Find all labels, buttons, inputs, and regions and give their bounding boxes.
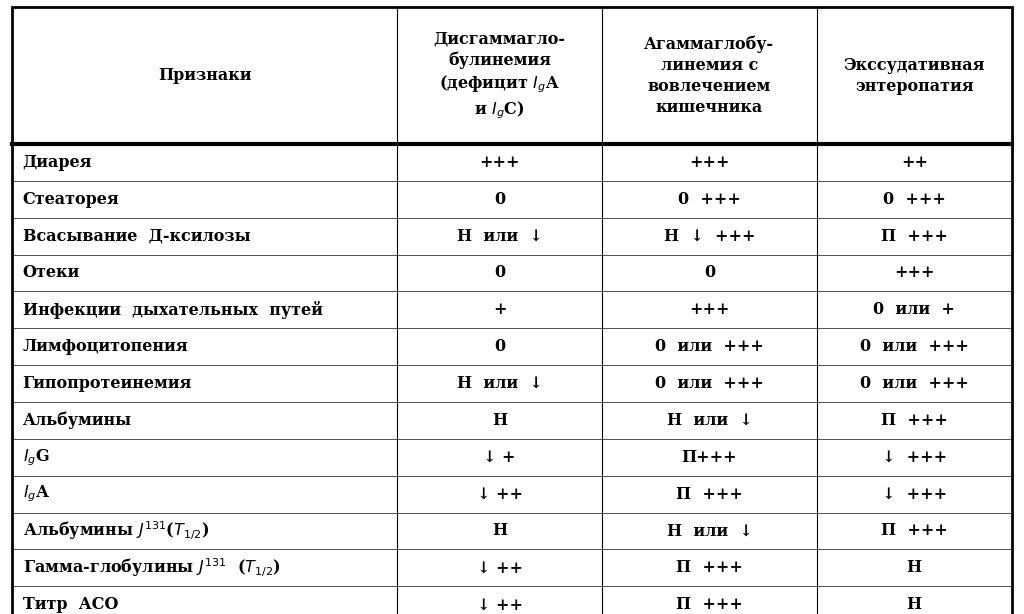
Text: ↓  +++: ↓ +++ — [882, 449, 947, 466]
Text: Стеаторея: Стеаторея — [23, 191, 119, 208]
Text: Признаки: Признаки — [158, 67, 252, 84]
Text: ↓  +++: ↓ +++ — [882, 486, 947, 503]
Text: 0  или  +++: 0 или +++ — [860, 375, 969, 392]
Text: Инфекции  дыхательных  путей: Инфекции дыхательных путей — [23, 301, 323, 319]
Text: Диарея: Диарея — [23, 154, 92, 171]
Text: Н: Н — [906, 596, 922, 613]
Text: +++: +++ — [894, 265, 935, 281]
Text: Альбумины: Альбумины — [23, 411, 132, 429]
Text: Н: Н — [492, 523, 507, 540]
Text: 0: 0 — [494, 338, 505, 356]
Text: +: + — [493, 301, 506, 318]
Text: 0: 0 — [494, 265, 505, 281]
Text: Гамма-глобулины $J^{131}$  ($T_{1/2}$): Гамма-глобулины $J^{131}$ ($T_{1/2}$) — [23, 556, 281, 579]
Text: Н  или  ↓: Н или ↓ — [667, 523, 753, 540]
Text: +++: +++ — [689, 154, 730, 171]
Text: Н  или  ↓: Н или ↓ — [457, 375, 543, 392]
Text: ++: ++ — [901, 154, 928, 171]
Text: Н  или  ↓: Н или ↓ — [457, 228, 543, 244]
Text: Н: Н — [906, 559, 922, 577]
Text: П  +++: П +++ — [881, 523, 947, 540]
Text: Отеки: Отеки — [23, 265, 80, 281]
Text: Гипопротеинемия: Гипопротеинемия — [23, 375, 191, 392]
Text: ↓ ++: ↓ ++ — [476, 596, 522, 613]
Text: 0  или  +++: 0 или +++ — [655, 338, 764, 356]
Text: Титр  АСО: Титр АСО — [23, 596, 118, 613]
Text: Н  или  ↓: Н или ↓ — [667, 412, 753, 429]
Text: 0  или  +: 0 или + — [873, 301, 955, 318]
Text: Н: Н — [492, 412, 507, 429]
Text: ↓ ++: ↓ ++ — [476, 559, 522, 577]
Text: Всасывание  Д-ксилозы: Всасывание Д-ксилозы — [23, 228, 250, 244]
Text: ↓ ++: ↓ ++ — [476, 486, 522, 503]
Text: 0: 0 — [494, 191, 505, 208]
Text: П  +++: П +++ — [881, 412, 947, 429]
Text: П  +++: П +++ — [881, 228, 947, 244]
Text: П  +++: П +++ — [676, 559, 742, 577]
Text: 0: 0 — [703, 265, 715, 281]
Text: Н  ↓  +++: Н ↓ +++ — [664, 228, 755, 244]
Text: +++: +++ — [689, 301, 730, 318]
Text: Лимфоцитопения: Лимфоцитопения — [23, 338, 188, 356]
Text: 0  +++: 0 +++ — [883, 191, 946, 208]
Text: Агаммаглобу-
линемия с
вовлечением
кишечника: Агаммаглобу- линемия с вовлечением кишеч… — [644, 36, 774, 116]
Text: П  +++: П +++ — [676, 596, 742, 613]
Text: 0  или  +++: 0 или +++ — [655, 375, 764, 392]
Text: П+++: П+++ — [682, 449, 737, 466]
Text: П  +++: П +++ — [676, 486, 742, 503]
Text: ↓ +: ↓ + — [483, 449, 516, 466]
Text: +++: +++ — [479, 154, 520, 171]
Text: $I_g$G: $I_g$G — [23, 447, 49, 468]
Text: Альбумины $J^{131}$($T_{1/2}$): Альбумины $J^{131}$($T_{1/2}$) — [23, 519, 209, 542]
Text: Дисгаммагло-
булинемия
(дефицит $I_g$A
и $I_g$C): Дисгаммагло- булинемия (дефицит $I_g$A и… — [433, 30, 565, 121]
Text: 0  или  +++: 0 или +++ — [860, 338, 969, 356]
Text: 0  +++: 0 +++ — [678, 191, 740, 208]
Text: Экссудативная
энтеропатия: Экссудативная энтеропатия — [844, 56, 985, 95]
Text: $I_g$А: $I_g$А — [23, 484, 50, 505]
